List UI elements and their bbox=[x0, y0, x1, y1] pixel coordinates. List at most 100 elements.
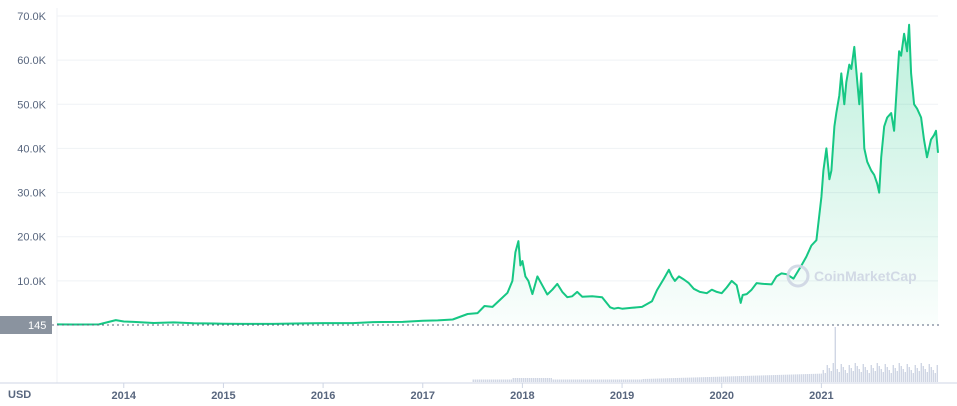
volume-bar bbox=[858, 369, 860, 382]
volume-bar bbox=[748, 375, 750, 382]
x-tick-label: 2019 bbox=[610, 390, 634, 402]
volume-bar bbox=[726, 376, 728, 382]
price-area-fill bbox=[57, 24, 938, 326]
volume-bar bbox=[550, 378, 552, 382]
volume-bar bbox=[634, 379, 636, 382]
volume-bar bbox=[636, 379, 638, 382]
volume-bar bbox=[932, 370, 934, 382]
volume-bar bbox=[796, 374, 798, 382]
volume-bar bbox=[630, 379, 632, 382]
volume-bar bbox=[798, 374, 800, 382]
volume-bar bbox=[516, 378, 518, 382]
volume-bar bbox=[806, 374, 808, 382]
y-tick-label: 70.0K bbox=[17, 11, 46, 23]
volume-bar bbox=[888, 370, 890, 382]
volume-bar bbox=[724, 376, 726, 382]
volume-bar bbox=[620, 379, 622, 382]
volume-bar bbox=[886, 367, 888, 382]
volume-bar bbox=[754, 375, 756, 382]
volume-bar bbox=[472, 379, 474, 382]
price-line bbox=[56, 23, 939, 326]
volume-bar bbox=[666, 378, 668, 382]
volume-bar bbox=[556, 379, 558, 382]
volume-bar bbox=[676, 377, 678, 382]
volume-bar bbox=[916, 368, 918, 382]
volume-bar bbox=[742, 375, 744, 382]
y-axis-labels: 10.0K 20.0K 30.0K 40.0K 50.0K 60.0K 70.0K bbox=[17, 11, 46, 288]
volume-bar bbox=[914, 365, 916, 382]
volume-bar bbox=[502, 379, 504, 382]
volume-bar bbox=[520, 378, 522, 382]
volume-bar bbox=[872, 368, 874, 382]
volume-bar bbox=[598, 379, 600, 382]
volume-bar bbox=[834, 327, 836, 382]
volume-bar bbox=[536, 378, 538, 382]
volume-bar bbox=[784, 374, 786, 382]
volume-bar bbox=[626, 379, 628, 382]
volume-bar bbox=[918, 371, 920, 382]
volume-bar bbox=[840, 364, 842, 382]
volume-bar bbox=[480, 379, 482, 382]
volume-bar bbox=[730, 376, 732, 382]
volume-bar bbox=[770, 375, 772, 382]
volume-bar bbox=[680, 377, 682, 382]
y-tick-label: 50.0K bbox=[17, 99, 46, 111]
volume-bar bbox=[586, 379, 588, 382]
volume-bar bbox=[778, 374, 780, 382]
volume-bar bbox=[926, 372, 928, 382]
volume-bar bbox=[702, 377, 704, 382]
volume-bar bbox=[744, 375, 746, 382]
volume-bar bbox=[734, 376, 736, 382]
volume-bar bbox=[746, 375, 748, 382]
volume-bar bbox=[622, 379, 624, 382]
volume-bar bbox=[524, 378, 526, 382]
volume-bar bbox=[588, 379, 590, 382]
volume-bar bbox=[594, 379, 596, 382]
volume-bar bbox=[722, 376, 724, 382]
volume-bar bbox=[606, 379, 608, 382]
volume-bar bbox=[528, 378, 530, 382]
volume-bar bbox=[896, 371, 898, 382]
x-tick-label: 2018 bbox=[510, 390, 534, 402]
volume-bar bbox=[488, 379, 490, 382]
volume-bar bbox=[928, 364, 930, 382]
volume-bar bbox=[700, 377, 702, 382]
volume-bar bbox=[718, 376, 720, 382]
volume-bar bbox=[568, 379, 570, 382]
volume-bar bbox=[740, 376, 742, 382]
volume-bar bbox=[596, 379, 598, 382]
volume-bar bbox=[530, 378, 532, 382]
volume-bar bbox=[682, 377, 684, 382]
volume-bar bbox=[552, 379, 554, 382]
volume-bar bbox=[534, 378, 536, 382]
volume-bar bbox=[544, 378, 546, 382]
volume-bar bbox=[656, 378, 658, 382]
volume-bar bbox=[750, 375, 752, 382]
volume-bar bbox=[908, 367, 910, 382]
volume-bar bbox=[802, 374, 804, 382]
volume-bar bbox=[572, 379, 574, 382]
volume-bar bbox=[660, 378, 662, 382]
volume-bar bbox=[648, 378, 650, 382]
volume-bar bbox=[800, 374, 802, 382]
volume-bar bbox=[646, 378, 648, 382]
volume-bar bbox=[574, 379, 576, 382]
volume-bar bbox=[482, 379, 484, 382]
volume-bar bbox=[706, 377, 708, 382]
volume-bar bbox=[692, 377, 694, 382]
volume-bar bbox=[570, 379, 572, 382]
current-price-badge: 145 bbox=[0, 316, 52, 334]
volume-bar bbox=[710, 376, 712, 382]
volume-bar bbox=[500, 379, 502, 382]
volume-bar bbox=[738, 376, 740, 382]
volume-bar bbox=[506, 379, 508, 382]
y-tick-label: 60.0K bbox=[17, 55, 46, 67]
volume-bar bbox=[804, 374, 806, 382]
volume-bar bbox=[862, 364, 864, 382]
y-tick-label: 40.0K bbox=[17, 143, 46, 155]
volume-bar bbox=[820, 373, 822, 382]
y-tick-label: 20.0K bbox=[17, 232, 46, 244]
volume-bar bbox=[714, 376, 716, 382]
volume-bar bbox=[540, 378, 542, 382]
